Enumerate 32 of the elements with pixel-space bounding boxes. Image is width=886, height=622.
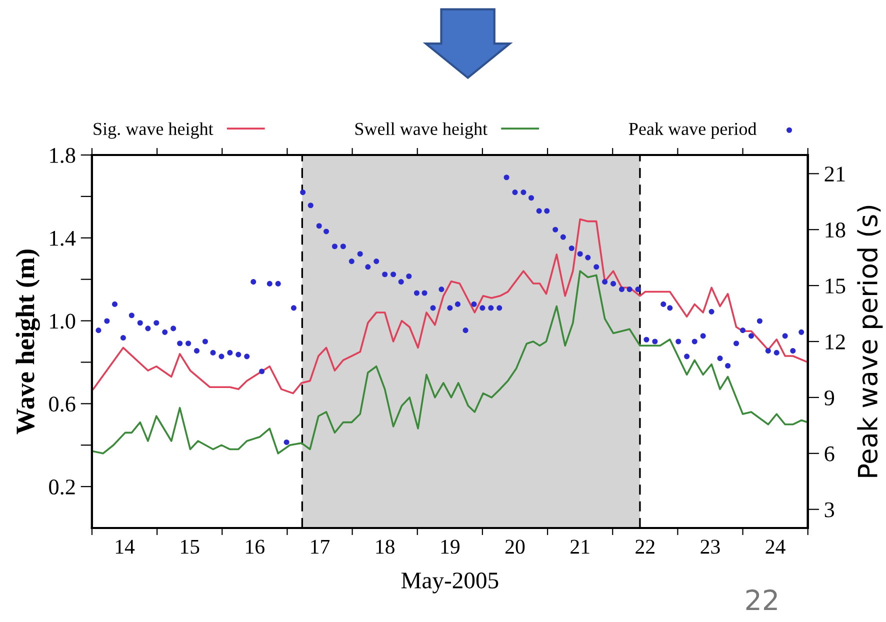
y2-tick-label: 21 — [824, 166, 845, 182]
y-tick-label: 0.2 — [49, 480, 75, 495]
x-tick-label: 23 — [700, 540, 720, 554]
y2-tick-label: 15 — [826, 278, 846, 294]
y2-tick-label: 6 — [824, 446, 834, 462]
y2-tick-label: 12 — [826, 334, 845, 350]
y2-tick-label: 3 — [824, 502, 834, 518]
y-tick-label: 0.6 — [49, 396, 76, 412]
line-series — [92, 218, 808, 394]
text: 22 — [746, 589, 777, 610]
x-tick-label: 19 — [441, 540, 460, 554]
y-tick-label: 1.0 — [50, 314, 76, 329]
x-tick-label: 21 — [570, 540, 590, 554]
legend-label: Peak wave period — [628, 122, 757, 139]
x-tick-label: 17 — [311, 540, 330, 554]
y2-tick-label: 18 — [826, 222, 846, 238]
line-series — [92, 270, 808, 454]
x-tick-label: 18 — [376, 540, 394, 554]
y2-tick-label: 9 — [824, 390, 834, 406]
x-tick-label: 20 — [505, 540, 525, 554]
x-tick-label: 15 — [181, 540, 200, 554]
x-tick-label: 24 — [766, 540, 786, 554]
x-tick-label: 22 — [636, 540, 654, 554]
x-tick-label: 14 — [116, 540, 135, 554]
x-tick-label: 16 — [246, 540, 264, 554]
y-tick-label: 1.4 — [50, 230, 76, 246]
y-axis-title: Wave height (m) — [16, 250, 40, 434]
x-axis-title: May-2005 — [401, 572, 498, 594]
legend-label: Swell wave height — [355, 122, 488, 139]
y-tick-label: 1.8 — [50, 148, 76, 164]
y2-axis-title: Peak wave period (s) — [857, 206, 883, 477]
legend-label: Sig. wave height — [94, 122, 214, 139]
